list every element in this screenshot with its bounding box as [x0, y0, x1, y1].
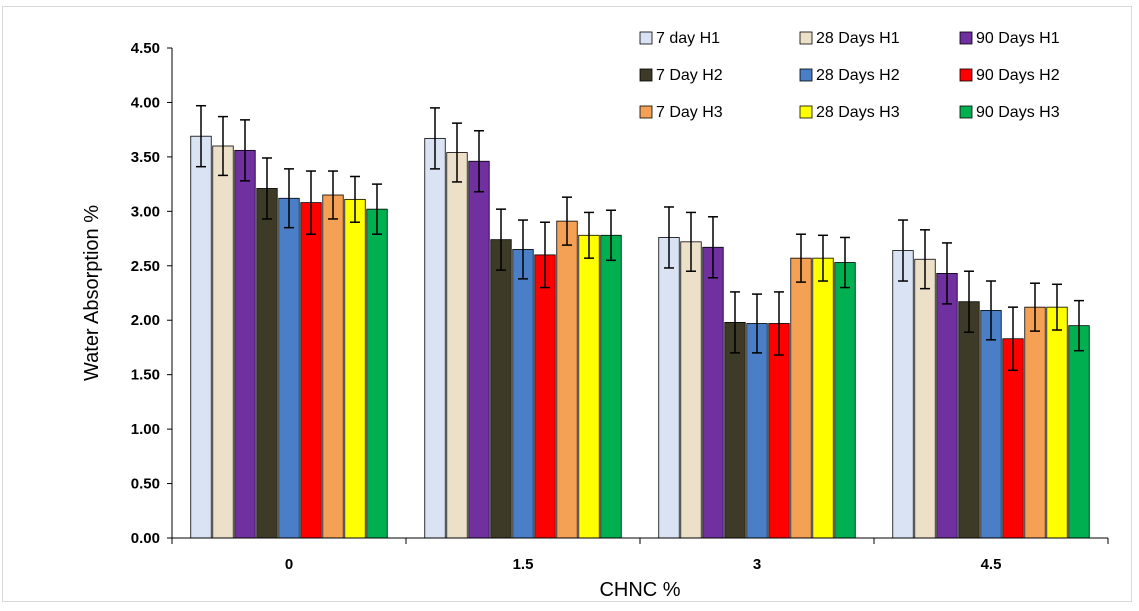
- error-bar: [920, 229, 930, 290]
- error-bar: [964, 270, 974, 333]
- error-bar: [686, 211, 696, 272]
- legend-item: 7 Day H3: [639, 104, 723, 121]
- y-tick-label: 0.50: [131, 476, 160, 493]
- y-tick-label: 3.00: [131, 203, 160, 220]
- error-bar: [240, 119, 250, 182]
- error-bar: [474, 130, 484, 193]
- legend-item: 28 Days H3: [799, 104, 900, 121]
- error-bar: [840, 236, 850, 289]
- error-bar: [752, 293, 762, 354]
- legend-swatch: [959, 68, 973, 82]
- error-bar: [306, 170, 316, 235]
- x-tick-label: 0: [285, 556, 293, 573]
- error-bar: [262, 157, 272, 220]
- y-tick-label: 1.50: [131, 367, 160, 384]
- y-tick-label: 2.50: [131, 258, 160, 275]
- x-tick-label: 4.5: [981, 556, 1002, 573]
- legend-swatch: [639, 68, 653, 82]
- error-bar: [730, 291, 740, 354]
- legend-label: 90 Days H3: [976, 104, 1060, 121]
- legend-item: 90 Days H2: [959, 67, 1060, 84]
- legend-swatch: [959, 31, 973, 45]
- error-bar: [350, 175, 360, 223]
- error-bar: [1052, 283, 1062, 331]
- legend-label: 7 Day H2: [656, 67, 723, 84]
- x-tick-label: 1.5: [513, 556, 534, 573]
- error-bar: [708, 216, 718, 279]
- legend-swatch: [799, 105, 813, 119]
- legend-item: 90 Days H3: [959, 104, 1060, 121]
- legend-label: 28 Days H2: [816, 67, 900, 84]
- legend-item: 28 Days H1: [799, 30, 900, 47]
- error-bar: [898, 219, 908, 282]
- error-bar: [986, 280, 996, 341]
- legend-label: 90 Days H2: [976, 67, 1060, 84]
- legend-swatch: [639, 105, 653, 119]
- error-bar: [430, 107, 440, 170]
- chart-frame: [2, 6, 1132, 602]
- y-tick-label: 1.00: [131, 421, 160, 438]
- error-bar: [196, 104, 206, 168]
- legend-item: 90 Days H1: [959, 30, 1060, 47]
- error-bar: [606, 209, 616, 262]
- legend-label: 90 Days H1: [976, 30, 1060, 47]
- y-axis-title: Water Absorption %: [81, 205, 103, 381]
- legend-item: 7 Day H2: [639, 67, 723, 84]
- error-bar: [452, 122, 462, 183]
- error-bar: [284, 168, 294, 229]
- legend-swatch: [799, 68, 813, 82]
- legend: 7 day H1 28 Days H1 90 Days H1 7 Day H2 28 D…: [639, 30, 1060, 121]
- y-axis-ticks: 0.00 0.50 1.00 1.50 2.00 2.50 3.00 3.50 4.00 4.50: [131, 40, 172, 547]
- error-bar: [1030, 282, 1040, 332]
- legend-swatch: [799, 31, 813, 45]
- legend-item: 7 day H1: [639, 30, 720, 47]
- error-bar: [218, 115, 228, 177]
- legend-label: 28 Days H3: [816, 104, 900, 121]
- y-tick-label: 4.00: [131, 94, 160, 111]
- legend-label: 28 Days H1: [816, 30, 900, 47]
- legend-item: 28 Days H2: [799, 67, 900, 84]
- legend-swatch: [959, 105, 973, 119]
- error-bar: [540, 221, 550, 289]
- x-axis-title: CHNC %: [599, 579, 680, 601]
- x-tick-label: 3: [753, 556, 761, 573]
- error-bar: [774, 291, 784, 356]
- error-bar: [796, 233, 806, 283]
- error-bar: [942, 242, 952, 305]
- error-bar: [584, 211, 594, 259]
- legend-swatch: [639, 31, 653, 45]
- error-bar: [496, 208, 506, 271]
- y-tick-label: 3.50: [131, 149, 160, 166]
- legend-label: 7 day H1: [656, 30, 720, 47]
- x-axis-ticks: 0 1.5 3 4.5: [171, 538, 1109, 573]
- error-bar: [328, 170, 338, 220]
- error-bar: [664, 206, 674, 269]
- error-bar: [372, 183, 382, 235]
- legend-label: 7 Day H3: [656, 104, 723, 121]
- error-bar: [562, 196, 572, 246]
- error-bar: [818, 234, 828, 282]
- error-bar: [1008, 306, 1018, 372]
- y-tick-label: 0.00: [131, 530, 160, 547]
- error-bar: [1074, 299, 1084, 352]
- bar-series: [190, 135, 1090, 539]
- y-tick-label: 4.50: [131, 40, 160, 57]
- error-bars: [196, 104, 1084, 372]
- y-tick-label: 2.00: [131, 312, 160, 329]
- error-bar: [518, 219, 528, 280]
